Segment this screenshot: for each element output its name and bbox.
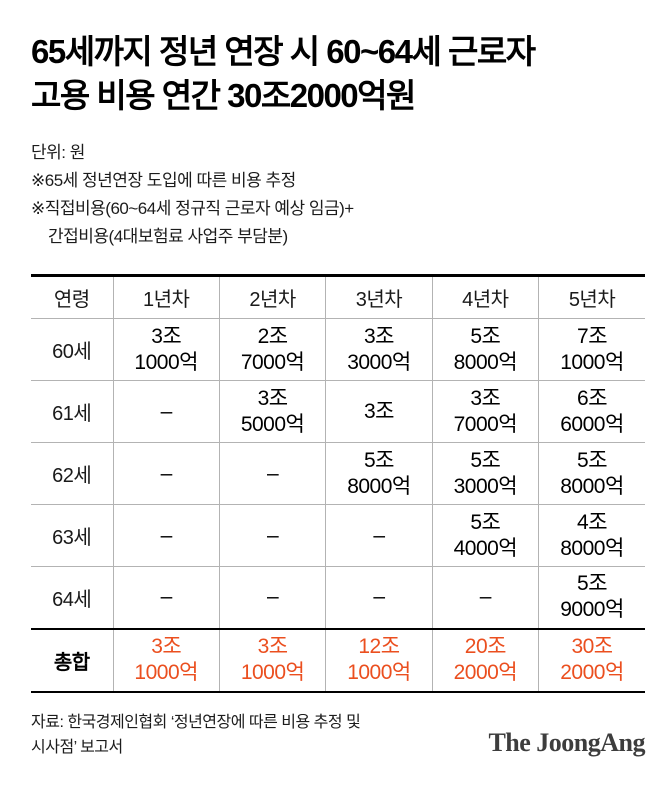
title-line-1: 65세까지 정년 연장 시 60~64세 근로자 [31, 33, 536, 70]
table-row-age-64: 64세 – – – – 5조 9000억 [31, 566, 645, 629]
source-line-1: 자료: 한국경제인협회 ‘정년연장에 따른 비용 추정 및 [31, 713, 361, 731]
cost-cell: – [325, 566, 433, 629]
cost-cell: 5조 8000억 [560, 448, 624, 498]
cost-cell: – [219, 504, 327, 567]
table-row-age-61: 61세 – 3조 5000억 3조 3조 7000억 6조 6000억 [31, 380, 645, 443]
cost-cell: 3조 7000억 [432, 380, 540, 443]
cost-cell: – [219, 566, 327, 629]
cost-cell: 6조 6000억 [560, 386, 624, 436]
chart-notes: 단위: 원 ※65세 정년연장 도입에 따른 비용 추정 ※직접비용(60~64… [31, 139, 644, 251]
total-cell: 3조 1000억 [219, 628, 327, 692]
table-row-age-62: 62세 – – 5조 8000억 5조 3000억 5조 8000억 [31, 442, 645, 505]
total-cell: 20조 2000억 [432, 628, 540, 692]
infographic-page: 65세까지 정년 연장 시 60~64세 근로자 고용 비용 연간 30조200… [31, 30, 645, 760]
note-direct-cost: ※직접비용(60~64세 정규직 근로자 예상 임금)+ [31, 199, 354, 218]
cost-cell: – [325, 504, 433, 567]
footer: 자료: 한국경제인협회 ‘정년연장에 따른 비용 추정 및 시사점’ 보고서 T… [31, 710, 645, 760]
header-age: 연령 [31, 275, 114, 319]
cost-cell: 7조 1000억 [560, 324, 624, 374]
total-cell: 12조 1000억 [325, 628, 433, 692]
header-year-5: 5년차 [538, 275, 645, 319]
age-cell: 64세 [31, 566, 114, 629]
header-year-1: 1년차 [113, 275, 220, 319]
cost-cell: – [113, 504, 220, 567]
note-indirect-cost: 간접비용(4대보험료 사업주 부담분) [48, 227, 288, 246]
page-title: 65세까지 정년 연장 시 60~64세 근로자 고용 비용 연간 30조200… [31, 30, 644, 118]
table-row-total: 총합 3조 1000억 3조 1000억 12조 1000억 20조 2000억 30조… [31, 628, 645, 692]
cost-cell: 3조 5000억 [219, 380, 327, 443]
age-cell: 63세 [31, 504, 114, 567]
cost-cell: 4조 8000억 [560, 510, 624, 560]
header-year-3: 3년차 [325, 275, 433, 319]
header-year-4: 4년차 [432, 275, 540, 319]
header-year-2: 2년차 [219, 275, 327, 319]
source-attribution: 자료: 한국경제인협회 ‘정년연장에 따른 비용 추정 및 시사점’ 보고서 [31, 710, 361, 760]
age-cell: 61세 [31, 380, 114, 443]
cost-cell: – [219, 442, 327, 505]
unit-label: 단위: 원 [31, 143, 85, 162]
cost-cell: – [113, 442, 220, 505]
joongang-logo: The JoongAng [488, 727, 645, 757]
cost-cell: 5조 4000억 [432, 504, 540, 567]
title-line-2: 고용 비용 연간 30조2000억원 [31, 77, 416, 114]
cost-cell: – [113, 380, 220, 443]
cost-cell: 3조 1000억 [113, 318, 220, 381]
cost-cell: 5조 8000억 [432, 318, 540, 381]
cost-cell: 5조 9000억 [560, 572, 624, 622]
table-header-row: 연령 1년차 2년차 3년차 4년차 5년차 [31, 275, 645, 319]
cost-cell: 3조 3000억 [325, 318, 433, 381]
cost-cell: – [113, 566, 220, 629]
source-line-2: 시사점’ 보고서 [31, 738, 123, 756]
cost-cell: 5조 8000억 [325, 442, 433, 505]
age-cell: 62세 [31, 442, 114, 505]
cost-cell: 2조 7000억 [219, 318, 327, 381]
age-cell: 60세 [31, 318, 114, 381]
total-label: 총합 [31, 628, 114, 692]
note-estimation: ※65세 정년연장 도입에 따른 비용 추정 [31, 171, 296, 190]
cost-cell: 5조 3000억 [432, 442, 540, 505]
cost-cell: – [432, 566, 540, 629]
table-row-age-63: 63세 – – – 5조 4000억 4조 8000억 [31, 504, 645, 567]
total-cell: 3조 1000억 [113, 628, 220, 692]
table-row-age-60: 60세 3조 1000억 2조 7000억 3조 3000억 5조 8000억 7조 10… [31, 318, 645, 381]
total-cell: 30조 2000억 [560, 635, 624, 684]
employment-cost-table: 연령 1년차 2년차 3년차 4년차 5년차 60세 3조 1000억 2조 700… [31, 274, 645, 693]
cost-cell: 3조 [325, 380, 433, 443]
